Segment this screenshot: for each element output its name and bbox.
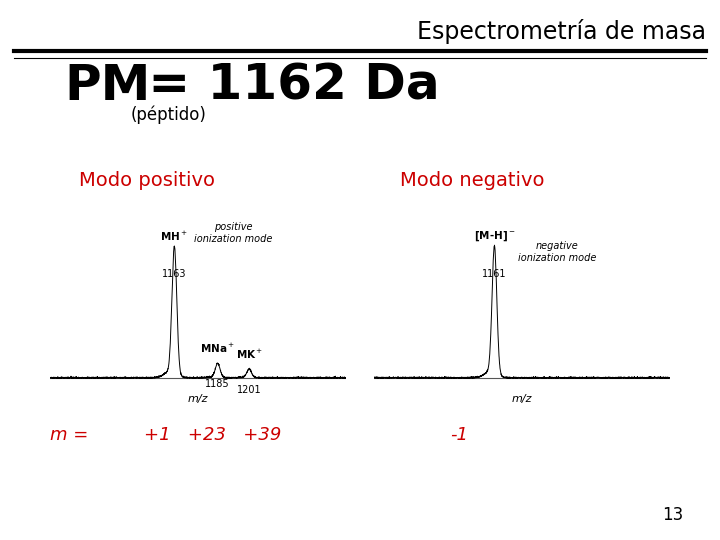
Text: m/z: m/z — [188, 394, 208, 404]
Text: = 1162 Da: = 1162 Da — [131, 62, 440, 110]
Text: 1185: 1185 — [205, 380, 230, 389]
Text: m/z: m/z — [512, 394, 532, 404]
Text: negative
ionization mode: negative ionization mode — [518, 241, 597, 262]
Text: MK$^+$: MK$^+$ — [235, 348, 263, 361]
Text: 1163: 1163 — [162, 269, 186, 279]
Text: (péptido): (péptido) — [131, 106, 207, 124]
Text: 1201: 1201 — [237, 385, 261, 395]
Text: Modo positivo: Modo positivo — [79, 171, 215, 191]
Text: PM: PM — [65, 62, 151, 110]
Text: MH$^+$: MH$^+$ — [161, 230, 189, 242]
Text: MNa$^+$: MNa$^+$ — [200, 342, 235, 355]
Text: [M-H]$^-$: [M-H]$^-$ — [474, 229, 516, 242]
Text: 13: 13 — [662, 506, 684, 524]
Text: m =: m = — [50, 426, 89, 444]
Text: -1: -1 — [450, 426, 468, 444]
Text: Modo negativo: Modo negativo — [400, 171, 544, 191]
Text: positive
ionization mode: positive ionization mode — [194, 222, 273, 244]
Text: 1161: 1161 — [482, 269, 507, 279]
Text: +1   +23   +39: +1 +23 +39 — [144, 426, 282, 444]
Text: Espectrometría de masa: Espectrometría de masa — [417, 19, 706, 44]
